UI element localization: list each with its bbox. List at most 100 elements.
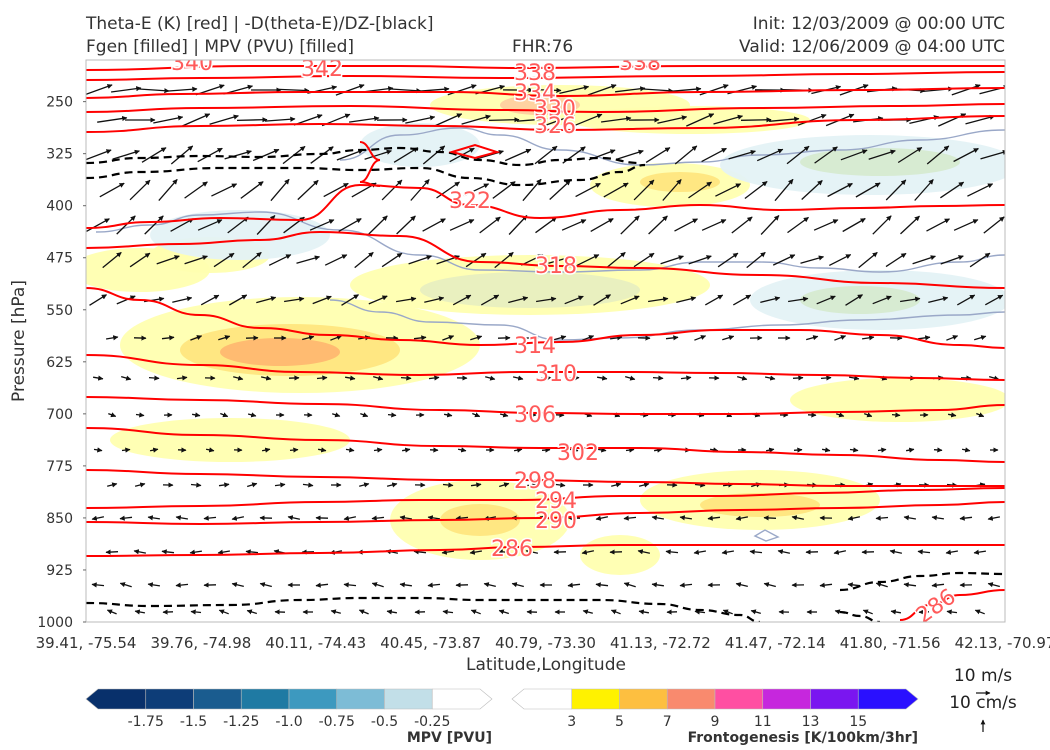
wind-vector [461,114,491,125]
wind-vector [620,215,640,235]
wind-vector [211,183,238,197]
wind-vector [620,295,640,305]
wind-vector [116,215,136,235]
x-tick-label: 41.47, -72.14 [725,634,826,652]
wind-vector [381,252,403,268]
colorbar-swatch [714,688,764,710]
wind-vector [554,482,566,488]
wind-vector [800,255,824,264]
wind-vector [806,335,819,341]
wind-vector [189,549,202,555]
contour-label: 334 [514,81,556,106]
wind-vector [616,149,644,160]
wind-vector [662,179,682,201]
wind-vector [967,183,994,197]
wind-vector [737,375,748,381]
wind-vector [107,482,118,488]
x-tick-label: 40.45, -73.87 [380,634,481,652]
wind-vector [940,255,964,265]
wind-vector [387,412,397,418]
wind-vector [989,375,1000,381]
wind-vector [813,219,839,231]
wind-vector [245,549,259,555]
wind-vector [722,335,735,341]
wind-vector [917,549,931,555]
wind-vector [390,88,422,94]
wind-vector [645,147,671,163]
wind-vector [559,85,590,95]
wind-vector [858,251,878,269]
wind-vector [424,296,445,303]
wind-vector [694,482,706,488]
wind-vector [735,582,748,588]
contour-label: 314 [514,334,556,359]
chart-title-line2: Fgen [filled] | MPV (PVU) [filled] [86,37,355,57]
wind-vector [354,251,374,269]
x-tick-label: 42.13, -70.97 [955,634,1050,652]
wind-vector [872,215,892,235]
colorbar-swatch [384,688,433,710]
wind-vector [278,87,310,94]
wind-vector [545,114,575,126]
wind-vector [722,609,733,615]
wind-vector [205,447,215,453]
wind-vector [371,515,385,521]
wind-vector [959,515,973,521]
wind-vector [427,582,441,588]
wind-vector [709,447,719,453]
wind-vector [469,549,483,555]
wind-vector [791,515,805,521]
wind-vector [665,549,679,555]
wind-vector [845,294,863,306]
wind-vector [704,294,724,306]
wind-vector [359,482,370,488]
wind-vector [427,515,440,521]
wind-vector [686,113,715,127]
wind-vector [218,482,230,488]
wind-vector [405,115,436,124]
mpv-contour [95,211,1005,273]
wind-vector [316,375,328,381]
wind-vector [499,482,510,488]
wind-vector [135,412,145,418]
wind-vector [184,255,208,265]
wind-vector [769,116,800,122]
wind-vector [969,252,991,268]
wind-vector [396,215,416,235]
wind-vector [750,609,761,615]
gradient-contour [86,146,641,167]
colorbar-swatch [619,688,668,710]
wind-vector [386,609,398,615]
gradient-contour [839,610,881,622]
wind-vector [885,179,907,201]
colorbar-swatch [810,688,859,710]
wind-vector [582,609,593,615]
wind-vector [121,375,132,381]
wind-vector [228,294,248,306]
colorbar-tick-label: -1.25 [223,714,259,730]
wind-vector [625,447,635,453]
wind-vector [763,582,776,588]
wind-vector [940,181,965,199]
wind-vector [161,549,175,555]
wind-vector [116,295,136,305]
wind-vector [134,609,146,615]
wind-vector [945,549,959,555]
wind-vector [443,412,453,418]
wind-vector [651,582,664,588]
wind-vector [536,296,557,303]
wind-vector [203,515,217,521]
wind-vector [119,582,132,588]
wind-vector [349,115,380,123]
wind-vector [862,609,873,615]
colorbar-tick-label: -0.25 [414,714,450,730]
wind-vector [903,582,917,588]
wind-vector [862,335,875,341]
wind-vector [264,116,296,122]
wind-vector [182,113,211,127]
wind-vector [227,216,249,234]
wind-vector [395,296,417,303]
wind-vector [422,218,446,232]
wind-vector [175,582,189,588]
wind-vector [373,447,383,453]
